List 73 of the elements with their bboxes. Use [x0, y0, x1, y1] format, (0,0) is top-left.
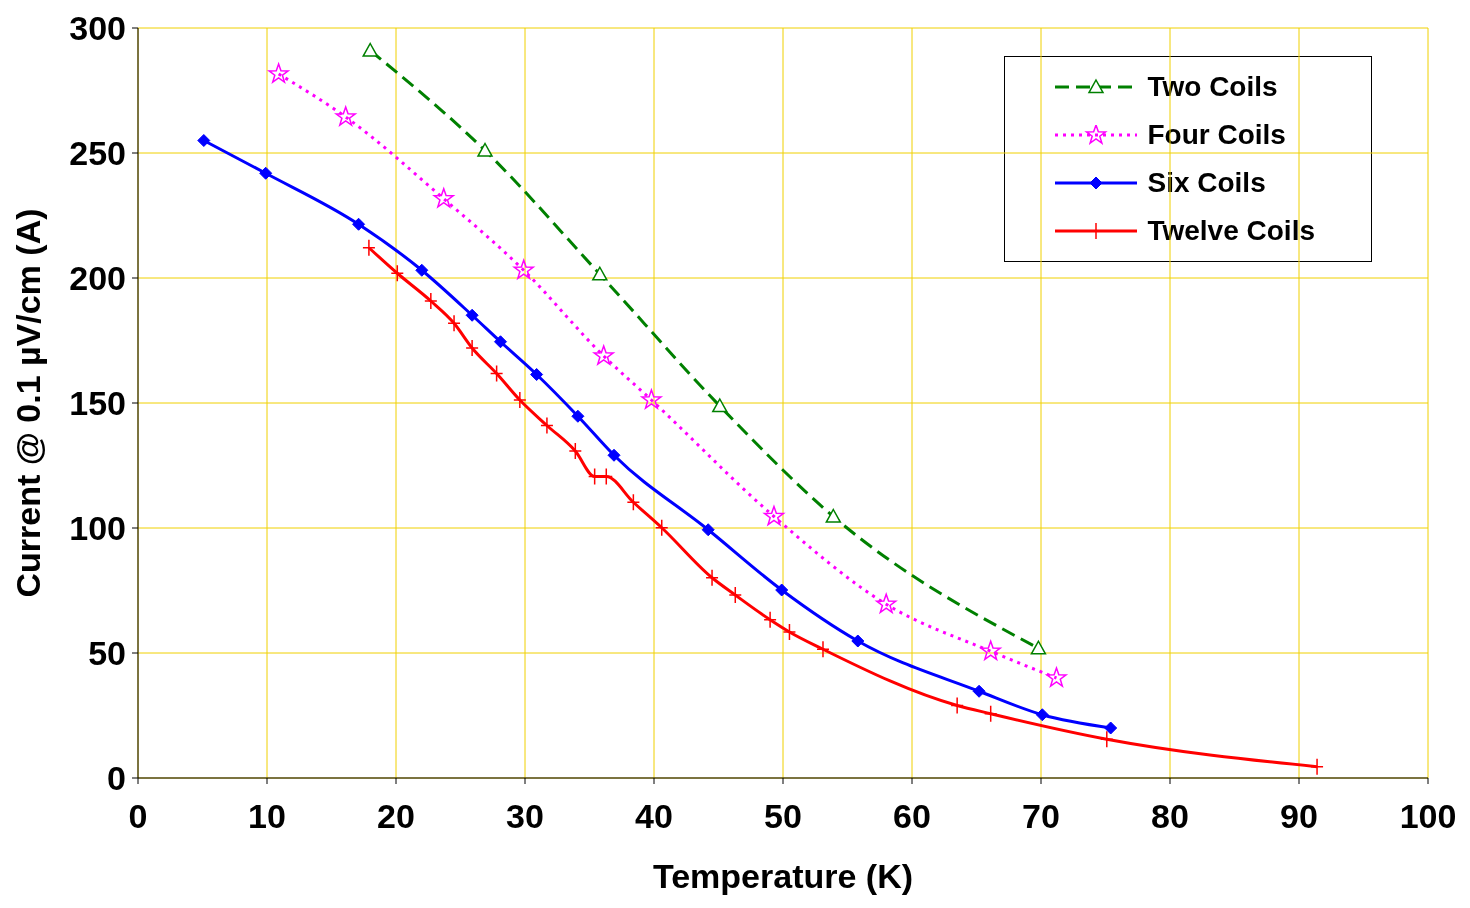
y-tick-label: 150 — [69, 384, 126, 423]
y-tick-label: 300 — [69, 9, 126, 48]
y-axis-title: Current @ 0.1 µV/cm (A) — [9, 208, 48, 598]
x-tick-label: 100 — [1399, 797, 1457, 836]
point — [1310, 758, 1324, 776]
point — [782, 623, 797, 641]
y-tick-label: 50 — [88, 634, 126, 673]
point — [1030, 640, 1047, 655]
point — [352, 217, 366, 231]
point — [513, 391, 527, 409]
x-tick-label: 30 — [506, 797, 544, 836]
point — [816, 640, 830, 658]
point — [259, 166, 273, 180]
point — [571, 409, 585, 423]
point — [825, 508, 842, 523]
point — [705, 569, 719, 587]
point — [950, 696, 964, 715]
point — [477, 142, 493, 157]
point — [763, 505, 785, 526]
point — [980, 640, 1001, 661]
point — [712, 398, 728, 413]
point — [362, 42, 378, 57]
x-tick-label: 50 — [764, 797, 802, 836]
y-tick-label: 0 — [107, 759, 126, 798]
point — [1046, 667, 1067, 687]
point — [513, 259, 534, 280]
point — [728, 586, 743, 604]
point — [424, 292, 438, 310]
x-axis-title: Temperature (K) — [652, 857, 914, 895]
point — [654, 519, 669, 537]
point — [447, 314, 461, 332]
x-tick-label: 40 — [635, 797, 673, 836]
point — [415, 263, 429, 277]
point — [763, 611, 777, 629]
point — [626, 493, 641, 511]
legend-label: Two Coils — [1147, 71, 1278, 103]
x-tick-label: 90 — [1280, 797, 1318, 836]
x-tick-label: 10 — [248, 797, 286, 836]
point — [390, 264, 405, 282]
point — [568, 442, 583, 460]
point — [1104, 721, 1118, 735]
y-tick-label: 250 — [69, 134, 126, 173]
point — [972, 684, 986, 698]
point — [875, 593, 897, 614]
point — [540, 416, 554, 435]
x-tick-label: 20 — [377, 797, 415, 836]
point — [593, 345, 614, 365]
point — [607, 448, 621, 462]
point — [641, 389, 662, 409]
point — [701, 523, 715, 537]
legend-label: Twelve Coils — [1147, 215, 1315, 247]
point — [1035, 708, 1049, 722]
point — [433, 188, 454, 208]
y-tick-label: 100 — [69, 509, 126, 548]
point — [465, 308, 479, 322]
point — [851, 634, 865, 648]
point — [489, 364, 504, 383]
x-tick-label: 60 — [893, 797, 931, 836]
point — [592, 266, 608, 281]
point — [983, 705, 998, 723]
point — [197, 134, 211, 147]
point — [335, 106, 356, 126]
point — [493, 335, 507, 349]
point — [775, 583, 789, 597]
point — [362, 239, 376, 257]
legend-label: Six Coils — [1147, 167, 1266, 199]
y-tick-label: 200 — [69, 259, 126, 298]
x-tick-label: 80 — [1151, 797, 1189, 836]
point — [530, 368, 544, 381]
point — [268, 63, 289, 83]
x-tick-label: 70 — [1022, 797, 1060, 836]
point — [465, 339, 479, 357]
legend-label: Four Coils — [1147, 119, 1286, 151]
